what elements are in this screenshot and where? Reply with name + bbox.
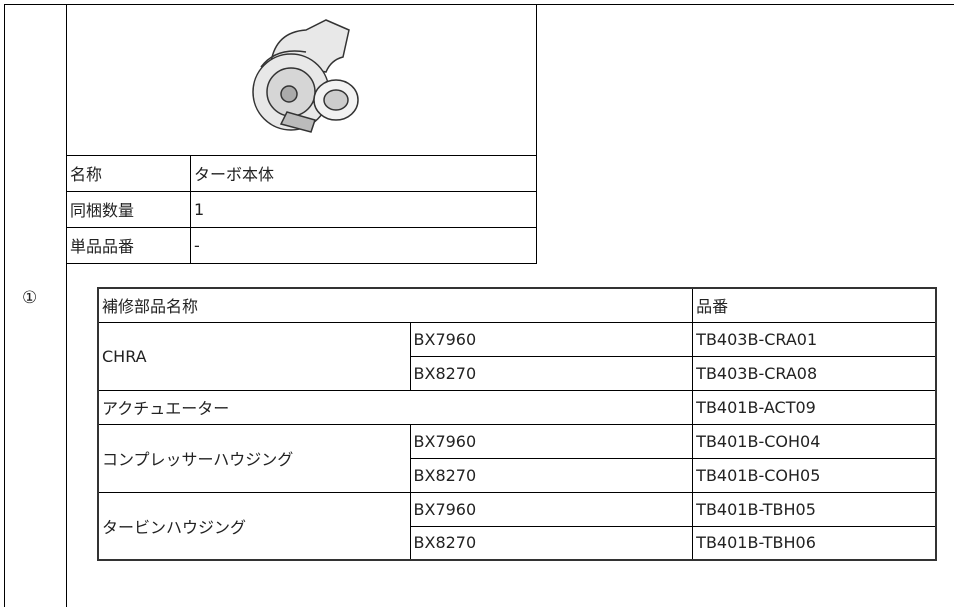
- summary-label: 名称: [66, 154, 191, 192]
- summary-row: 単品品番 -: [66, 226, 537, 264]
- part-name: タービンハウジング: [97, 491, 411, 561]
- summary-label: 同梱数量: [66, 190, 191, 228]
- part-number: TB401B-COH04: [692, 423, 937, 459]
- turbo-image: [252, 19, 359, 134]
- parts-row: BX8270 TB401B-TBH06: [98, 525, 937, 561]
- part-number: TB401B-TBH06: [692, 525, 937, 561]
- parts-row: アクチュエーター TB401B-ACT09: [97, 389, 937, 425]
- summary-row: 同梱数量 1: [66, 190, 537, 228]
- summary-value: ターボ本体: [190, 154, 537, 192]
- parts-row: コンプレッサーハウジング BX7960 TB401B-COH04: [97, 423, 937, 493]
- parts-row: CHRA BX7960 TB403B-CRA01: [97, 321, 937, 391]
- part-name: コンプレッサーハウジング: [97, 423, 411, 493]
- parts-row: BX8270 TB401B-COH05: [98, 457, 937, 493]
- parts-table: 補修部品名称 品番 CHRA BX7960 TB403B-CRA01 BX8270 TB40…: [97, 287, 937, 561]
- model: BX8270: [409, 355, 694, 391]
- summary-row: 名称 ターボ本体: [66, 154, 537, 192]
- frame-left: [4, 4, 5, 607]
- image-cell: [66, 4, 537, 156]
- frame-divider: [66, 4, 67, 607]
- header-name: 補修部品名称: [97, 287, 694, 323]
- summary-value: -: [190, 226, 537, 264]
- summary-table: 名称 ターボ本体 同梱数量 1 単品品番 -: [66, 4, 537, 264]
- summary-value: 1: [190, 190, 537, 228]
- parts-row: タービンハウジング BX7960 TB401B-TBH05: [97, 491, 937, 561]
- header-number: 品番: [692, 287, 937, 323]
- model: BX8270: [409, 525, 694, 561]
- model: BX8270: [409, 457, 694, 493]
- model: BX7960: [409, 423, 694, 459]
- part-name: アクチュエーター: [97, 389, 694, 425]
- summary-label: 単品品番: [66, 226, 191, 264]
- part-number: TB403B-CRA08: [692, 355, 937, 391]
- part-number: TB403B-CRA01: [692, 321, 937, 357]
- part-number: TB401B-COH05: [692, 457, 937, 493]
- model: BX7960: [409, 321, 694, 357]
- part-name: CHRA: [97, 321, 411, 391]
- parts-row: BX8270 TB403B-CRA08: [98, 355, 937, 391]
- part-number: TB401B-ACT09: [692, 389, 937, 425]
- model: BX7960: [409, 491, 694, 527]
- parts-header: 補修部品名称 品番: [97, 287, 937, 323]
- part-number: TB401B-TBH05: [692, 491, 937, 527]
- item-marker: ①: [22, 288, 38, 308]
